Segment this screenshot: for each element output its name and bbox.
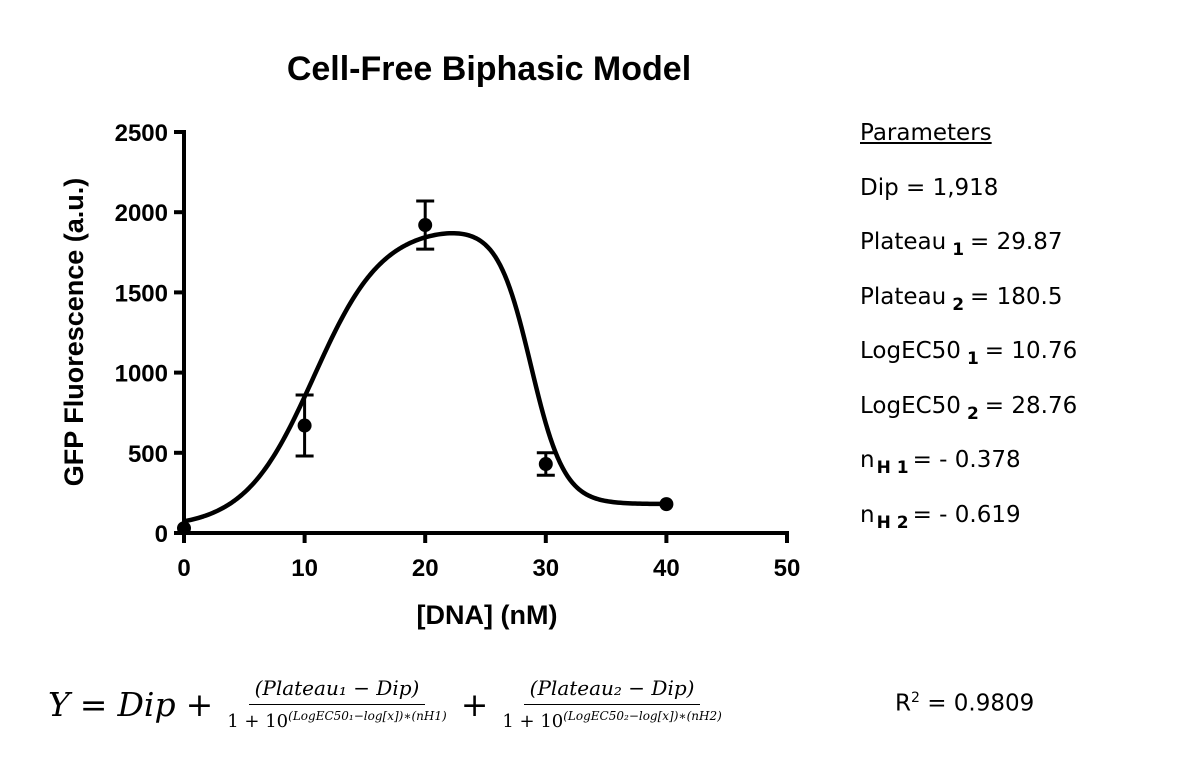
data-point: [297, 418, 312, 433]
param-value: = - 0.619: [912, 501, 1021, 528]
eq-fraction-2: (Plateau₂ − Dip) 1 + 10(LogEC50₂−log[x])…: [502, 676, 721, 732]
r2-label: R: [895, 690, 911, 717]
y-tick-label: 1000: [115, 361, 168, 388]
x-tick-label: 0: [177, 555, 190, 582]
eq-denominator-1: 1 + 10(LogEC50₁−log[x])∗(nH1): [227, 705, 446, 732]
eq-numerator-1: (Plateau₁ − Dip): [248, 676, 426, 705]
x-tick-label: 50: [774, 555, 801, 582]
eq-den-exponent: (LogEC50₁−log[x])∗(nH1): [288, 709, 447, 723]
param-sub: 1: [966, 349, 979, 369]
eq-dip: Dip: [117, 684, 176, 724]
chart-title: Cell-Free Biphasic Model: [287, 50, 691, 88]
data-point: [538, 457, 553, 472]
y-tick-label: 500: [128, 441, 168, 468]
param-logec50-1: LogEC50 1 = 10.76: [860, 338, 1078, 369]
y-tick-label: 0: [155, 521, 168, 548]
data-points: [177, 199, 674, 536]
param-plateau-2: Plateau 2 = 180.5: [860, 283, 1077, 315]
eq-plus-2: +: [460, 684, 489, 724]
eq-denominator-2: 1 + 10(LogEC50₂−log[x])∗(nH2): [502, 705, 721, 732]
param-sub: 2: [966, 403, 979, 424]
axes: [174, 130, 789, 543]
fit-curve: [183, 230, 667, 524]
model-equation: Y = Dip + (Plateau₁ − Dip) 1 + 10(LogEC5…: [48, 676, 726, 732]
parameters-header: Parameters: [860, 120, 992, 146]
eq-plus-1: +: [185, 684, 214, 724]
r2-sup: 2: [910, 690, 920, 706]
param-sub: 2: [952, 294, 965, 315]
eq-equals: =: [79, 684, 108, 724]
param-name: n: [860, 501, 875, 528]
x-tick-label: 40: [653, 555, 680, 582]
parameters-panel: Parameters Dip = 1,918 Plateau 1 = 29.87 P…: [860, 122, 1077, 558]
x-tick-label: 30: [532, 555, 559, 582]
param-dip: Dip = 1,918: [860, 174, 999, 201]
eq-den-base: 1 + 10: [227, 711, 289, 732]
param-value: = 10.76: [984, 338, 1078, 364]
data-point: [177, 521, 191, 536]
param-name: Plateau: [860, 229, 947, 255]
eq-lhs: Y: [48, 684, 70, 724]
param-name: n: [860, 447, 875, 473]
param-sub: H 2: [876, 512, 909, 533]
x-tick-label: 10: [291, 555, 318, 582]
eq-den-base: 1 + 10: [502, 711, 564, 732]
y-tick-label: 2000: [115, 200, 168, 227]
x-axis-label: [DNA] (nM): [417, 600, 558, 630]
param-name: Plateau: [860, 283, 947, 310]
y-tick-label: 2500: [115, 120, 168, 147]
eq-fraction-1: (Plateau₁ − Dip) 1 + 10(LogEC50₁−log[x])…: [227, 676, 446, 732]
y-axis-label: GFP Fluorescence (a.u.): [59, 178, 89, 487]
param-value: = 28.76: [984, 392, 1078, 419]
param-value: = - 0.378: [912, 447, 1021, 473]
param-plateau-1: Plateau 1 = 29.87: [860, 229, 1077, 260]
param-sub: 1: [952, 240, 965, 260]
r2-value: = 0.9809: [927, 690, 1035, 717]
x-tick-label: 20: [412, 555, 439, 582]
eq-den-exponent: (LogEC50₂−log[x])∗(nH2): [563, 709, 722, 723]
param-logec50-2: LogEC50 2 = 28.76: [860, 392, 1078, 424]
param-sub: H 1: [876, 458, 909, 478]
param-name: LogEC50: [860, 392, 961, 419]
data-point: [659, 497, 674, 512]
y-tick-label: 1500: [115, 280, 168, 307]
r-squared: R2 = 0.9809: [895, 690, 1034, 717]
data-point: [418, 218, 433, 233]
eq-numerator-2: (Plateau₂ − Dip): [523, 676, 701, 705]
param-name: LogEC50: [860, 338, 961, 364]
param-value: = 29.87: [970, 229, 1063, 255]
param-value: = 180.5: [970, 283, 1063, 310]
